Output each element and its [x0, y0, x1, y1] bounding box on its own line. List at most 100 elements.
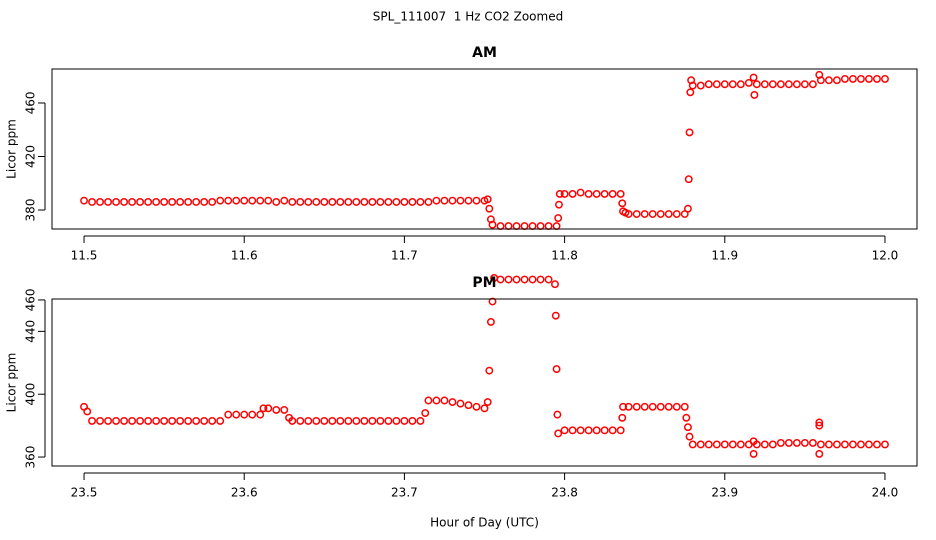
data-point — [200, 416, 209, 425]
y-axis-label: Licor ppm — [5, 353, 19, 413]
x-tick-label: 11.9 — [711, 249, 738, 263]
data-point — [555, 189, 564, 198]
data-point — [392, 198, 401, 206]
data-point — [848, 74, 857, 83]
data-point — [815, 449, 824, 458]
data-point — [408, 416, 417, 425]
data-point — [480, 404, 489, 413]
data-point — [608, 189, 617, 198]
data-point — [648, 210, 657, 218]
data-point — [683, 423, 692, 432]
data-point — [464, 401, 473, 410]
data-point — [280, 196, 289, 205]
x-tick-label: 24.0 — [872, 486, 899, 500]
data-point — [336, 416, 345, 425]
data-point — [424, 198, 433, 206]
data-point — [864, 440, 873, 449]
data-point — [421, 409, 430, 418]
data-point — [368, 416, 377, 425]
data-point — [232, 196, 241, 205]
data-point — [456, 196, 465, 205]
data-point — [682, 413, 691, 422]
data-point — [376, 416, 385, 425]
data-point — [240, 196, 249, 205]
data-point — [552, 365, 561, 374]
data-point — [136, 198, 145, 206]
data-point — [256, 410, 265, 419]
data-point — [683, 204, 692, 213]
data-point — [264, 404, 273, 413]
data-point — [672, 402, 681, 411]
data-point — [360, 198, 369, 206]
data-point — [808, 438, 817, 447]
data-point — [88, 416, 96, 425]
data-point — [696, 81, 705, 90]
data-point — [416, 416, 425, 425]
data-point — [686, 88, 695, 97]
data-point — [856, 440, 865, 449]
x-tick-label: 23.5 — [71, 486, 98, 500]
data-point — [256, 196, 265, 205]
y-tick-label: 400 — [24, 383, 38, 406]
data-point — [192, 198, 201, 206]
data-point — [192, 416, 201, 425]
data-point — [800, 80, 809, 89]
data-point — [648, 402, 657, 411]
data-point — [784, 438, 793, 447]
y-axis-label: Licor ppm — [5, 119, 19, 179]
data-point — [296, 416, 305, 425]
data-point — [656, 402, 665, 411]
chart-title: SPL_111007 1 Hz CO2 Zoomed — [373, 10, 563, 24]
x-tick-label: 12.0 — [872, 249, 899, 263]
data-point — [128, 416, 137, 425]
data-point — [808, 80, 817, 89]
data-point — [840, 440, 849, 449]
data-point — [128, 198, 137, 206]
data-point — [328, 416, 337, 425]
data-point — [320, 416, 329, 425]
data-point — [560, 426, 569, 435]
data-point — [328, 198, 337, 206]
x-tick-label: 23.7 — [391, 486, 418, 500]
data-point — [152, 416, 161, 425]
data-point — [120, 416, 129, 425]
data-point — [568, 426, 577, 435]
x-tick-label: 23.9 — [711, 486, 738, 500]
data-point — [416, 198, 425, 206]
data-point — [248, 410, 257, 419]
x-tick-label: 11.7 — [391, 249, 418, 263]
data-point — [96, 198, 105, 206]
data-point — [160, 416, 169, 425]
data-point — [632, 402, 641, 411]
panel-title: PM — [472, 275, 496, 291]
data-point — [873, 74, 881, 83]
data-point — [544, 275, 553, 284]
data-point — [312, 198, 321, 206]
data-point — [792, 80, 801, 89]
data-point — [472, 402, 481, 411]
x-tick-label: 23.8 — [551, 486, 578, 500]
data-point — [776, 80, 785, 89]
data-point — [184, 198, 193, 206]
data-point — [485, 366, 494, 375]
data-point — [320, 198, 329, 206]
data-point — [304, 416, 313, 425]
data-point — [240, 410, 249, 419]
data-point — [749, 449, 758, 458]
data-point — [696, 440, 705, 449]
y-tick-label: 460 — [24, 92, 38, 115]
data-point — [720, 80, 729, 89]
data-point — [456, 399, 465, 408]
plot-frame — [51, 298, 918, 467]
data-point — [216, 416, 225, 425]
data-point — [553, 410, 562, 419]
data-point — [176, 198, 185, 206]
data-point — [640, 210, 649, 218]
y-tick-label: 440 — [24, 320, 38, 343]
data-point — [832, 76, 841, 85]
data-point — [815, 418, 824, 427]
data-point — [376, 198, 385, 206]
data-point — [424, 396, 433, 405]
data-point — [432, 396, 441, 405]
